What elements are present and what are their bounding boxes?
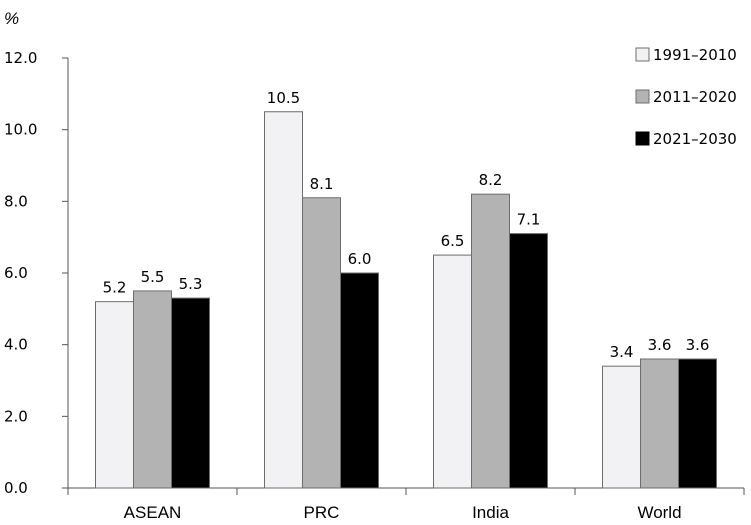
legend-label: 1991–2010 bbox=[653, 46, 737, 64]
legend: 1991–2010 2011–2020 2021–2030 bbox=[635, 46, 737, 148]
data-label: 8.2 bbox=[479, 171, 503, 189]
data-label: 7.1 bbox=[517, 211, 541, 229]
legend-label: 2021–2030 bbox=[653, 130, 737, 148]
axes: 0.0 2.0 4.0 6.0 8.0 10.0 12.0 ASEAN PRC India Worl… bbox=[4, 49, 745, 522]
y-tick-label: 2.0 bbox=[4, 407, 28, 425]
data-label: 10.5 bbox=[267, 89, 300, 107]
data-label: 3.4 bbox=[610, 343, 634, 361]
bar bbox=[433, 254, 472, 489]
x-category-label: PRC bbox=[304, 503, 340, 522]
data-label: 3.6 bbox=[686, 336, 710, 354]
x-category-label: India bbox=[472, 503, 509, 522]
bar bbox=[95, 301, 134, 489]
y-tick-label: 0.0 bbox=[4, 479, 28, 497]
bar bbox=[471, 193, 510, 489]
y-tick-label: 4.0 bbox=[4, 336, 28, 354]
bar bbox=[264, 111, 303, 489]
bar bbox=[509, 233, 548, 489]
bar bbox=[640, 358, 679, 489]
data-label: 6.5 bbox=[441, 232, 465, 250]
y-tick-label: 12.0 bbox=[4, 49, 37, 67]
data-label: 5.3 bbox=[179, 275, 203, 293]
data-label: 3.6 bbox=[648, 336, 672, 354]
bar bbox=[678, 358, 717, 489]
bar bbox=[302, 197, 341, 489]
bar bbox=[340, 272, 379, 489]
legend-label: 2011–2020 bbox=[653, 88, 737, 106]
bars bbox=[95, 111, 717, 489]
bar bbox=[602, 365, 641, 489]
bar bbox=[171, 297, 210, 489]
unit-label: % bbox=[4, 9, 19, 28]
x-category-label: World bbox=[637, 503, 681, 522]
legend-swatch bbox=[635, 131, 650, 146]
y-tick-label: 10.0 bbox=[4, 121, 37, 139]
legend-swatch bbox=[635, 89, 650, 104]
data-label: 5.5 bbox=[141, 268, 165, 286]
data-labels: 5.2 5.5 5.3 10.5 8.1 6.0 6.5 8.2 7.1 3.4 3.6 3.6 bbox=[103, 89, 710, 361]
x-category-label: ASEAN bbox=[124, 503, 182, 522]
bar bbox=[133, 290, 172, 489]
legend-swatch bbox=[635, 47, 650, 62]
y-tick-label: 8.0 bbox=[4, 192, 28, 210]
data-label: 8.1 bbox=[310, 175, 334, 193]
data-label: 6.0 bbox=[348, 250, 372, 268]
data-label: 5.2 bbox=[103, 279, 127, 297]
y-tick-label: 6.0 bbox=[4, 264, 28, 282]
